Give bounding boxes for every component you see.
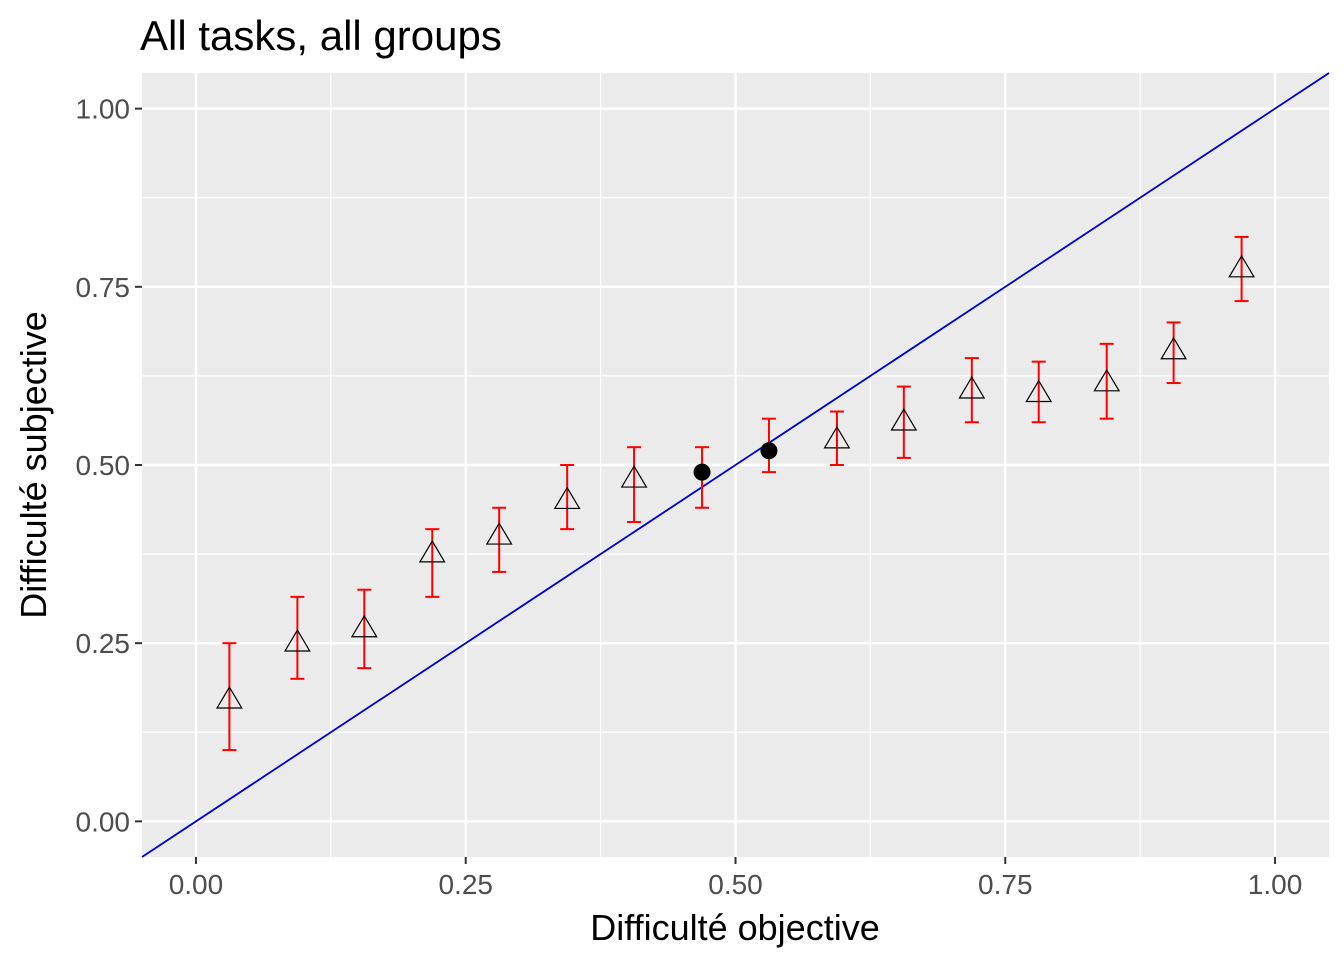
y-axis-ticks: 0.00 0.25 0.50 0.75 1.00 bbox=[76, 94, 142, 837]
error-bar bbox=[1166, 321, 1181, 385]
x-tick-label: 0.25 bbox=[438, 869, 493, 900]
triangle-point bbox=[553, 486, 581, 510]
triangle-point bbox=[418, 539, 446, 563]
triangle-point bbox=[823, 425, 851, 449]
y-tick-label: 0.00 bbox=[76, 806, 131, 837]
error-bar bbox=[964, 357, 979, 424]
y-axis-title: Difficulté subjective bbox=[13, 311, 54, 618]
error-bar bbox=[627, 446, 642, 524]
y-tick-label: 1.00 bbox=[76, 94, 131, 125]
triangle-point bbox=[1160, 336, 1188, 360]
error-bars bbox=[222, 235, 1249, 752]
circle-point bbox=[760, 442, 778, 460]
triangle-point bbox=[350, 614, 378, 638]
x-tick-label: 0.00 bbox=[169, 869, 224, 900]
y-tick-label: 0.75 bbox=[76, 272, 131, 303]
error-bar bbox=[1234, 235, 1249, 303]
triangle-point bbox=[1093, 368, 1121, 392]
circle-point bbox=[693, 463, 711, 481]
error-bar bbox=[492, 506, 507, 573]
error-bar bbox=[896, 385, 911, 459]
x-tick-label: 0.75 bbox=[978, 869, 1033, 900]
y-tick-label: 0.25 bbox=[76, 628, 131, 659]
x-axis-title: Difficulté objective bbox=[590, 907, 879, 948]
error-bar bbox=[829, 410, 844, 466]
error-bar bbox=[290, 595, 305, 680]
error-bar bbox=[222, 642, 237, 752]
x-tick-label: 0.50 bbox=[708, 869, 763, 900]
identity-line bbox=[141, 72, 1330, 858]
triangle-point bbox=[216, 686, 243, 709]
triangle-point bbox=[620, 465, 648, 488]
triangle-point bbox=[890, 408, 918, 431]
identity-line-layer bbox=[141, 72, 1330, 858]
x-tick-label: 1.00 bbox=[1248, 869, 1303, 900]
error-bar bbox=[357, 588, 372, 670]
error-bar bbox=[560, 464, 575, 531]
triangle-point bbox=[485, 522, 513, 545]
triangle-point bbox=[1228, 254, 1255, 278]
chart-title: All tasks, all groups bbox=[140, 12, 502, 59]
y-tick-label: 0.50 bbox=[76, 450, 131, 481]
triangle-point bbox=[283, 629, 311, 652]
error-bar bbox=[1099, 342, 1114, 420]
triangle-point bbox=[1025, 379, 1053, 403]
triangle-point bbox=[958, 375, 986, 399]
x-axis-ticks: 0.00 0.25 0.50 0.75 1.00 bbox=[169, 857, 1303, 900]
error-bar bbox=[1031, 360, 1046, 424]
data-markers bbox=[216, 254, 1255, 709]
